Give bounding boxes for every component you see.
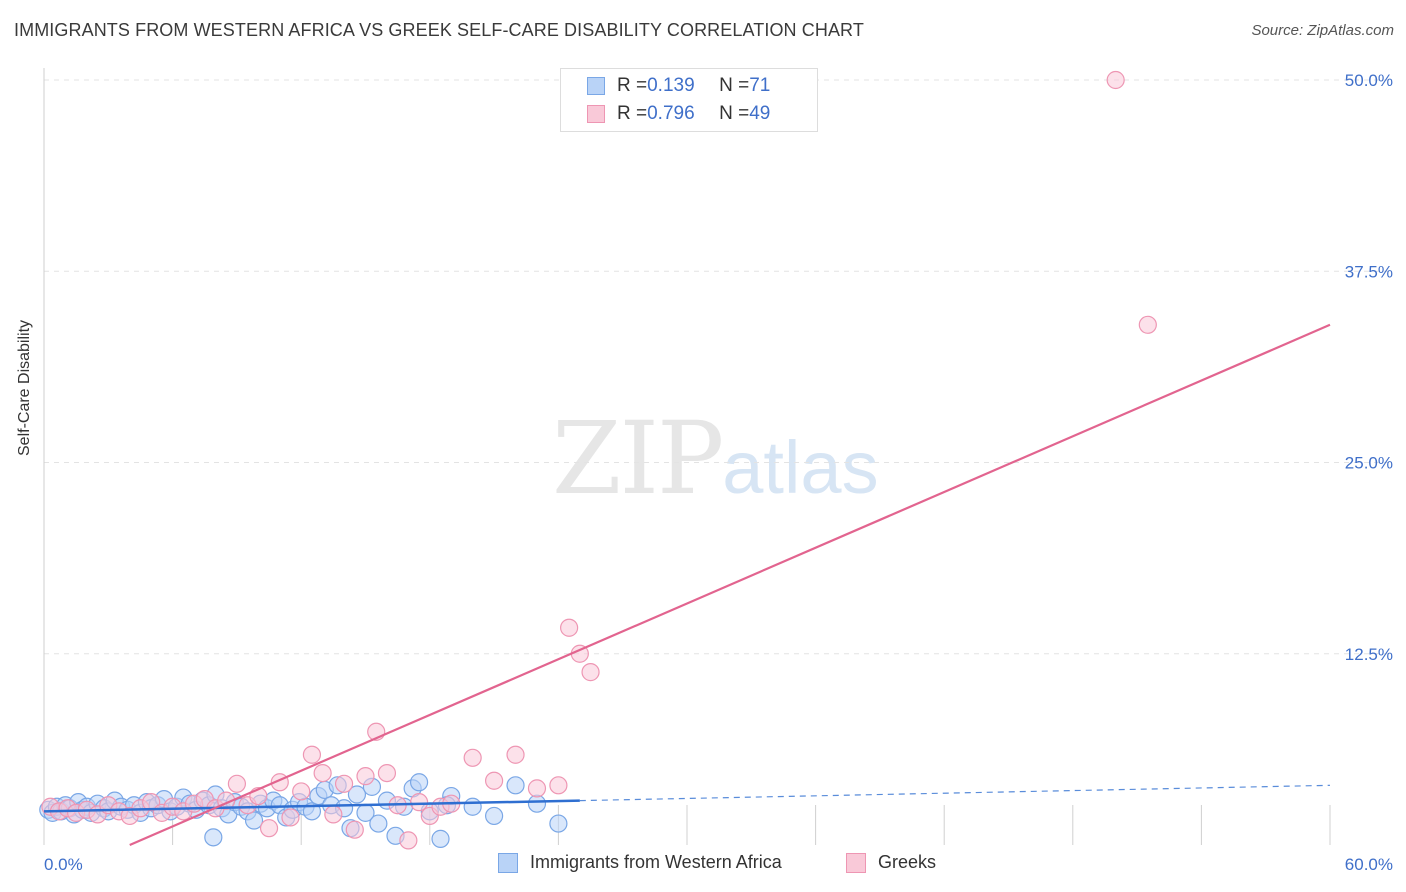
greeks-point	[485, 771, 504, 790]
greeks-point	[527, 779, 547, 798]
greeks-point	[292, 782, 311, 801]
western-africa-point	[527, 794, 547, 813]
legend-swatch-greeks	[587, 105, 605, 123]
western-africa-point	[431, 829, 450, 848]
r-key: R =	[617, 75, 648, 96]
greeks-point	[463, 748, 482, 767]
legend-swatch	[498, 852, 518, 873]
western-africa-point	[369, 814, 388, 833]
greeks-point	[142, 793, 161, 812]
western-africa-trendline-extension	[579, 784, 1331, 802]
western-africa-point	[409, 773, 429, 792]
legend-row-western-africa: R = 0.139 N = 71	[587, 73, 770, 99]
greeks-point	[302, 745, 322, 764]
legend-item-western-africa[interactable]: Immigrants from Western Africa	[498, 852, 782, 873]
r-value: 0.139	[647, 75, 695, 96]
n-key: N =	[719, 103, 750, 124]
series-legend: Immigrants from Western Africa Greeks	[0, 852, 1406, 878]
n-key: N =	[719, 75, 750, 96]
greeks-point	[227, 774, 246, 793]
greeks-point	[313, 763, 332, 783]
greeks-point	[409, 793, 429, 812]
western-africa-point	[549, 814, 568, 833]
y-tick-label: 50.0%	[1345, 71, 1393, 90]
legend-item-greeks[interactable]: Greeks	[846, 852, 936, 873]
r-value: 0.796	[647, 103, 695, 124]
x-tick-label: 0.0%	[44, 855, 83, 874]
y-axis-label: Self-Care Disability	[16, 319, 33, 456]
western-africa-point	[485, 806, 504, 826]
western-africa-point	[463, 797, 482, 816]
watermark: ZIPatlas	[552, 400, 879, 517]
greeks-point	[356, 767, 375, 786]
greeks-point	[549, 776, 568, 795]
correlation-legend: R = 0.139 N = 71 R = 0.796 N = 49	[560, 68, 818, 132]
source-label: Source: ZipAtlas.com	[1251, 22, 1394, 39]
greeks-point	[345, 820, 364, 839]
greeks-point	[506, 745, 525, 764]
greeks-point	[1138, 315, 1157, 334]
greeks-point	[399, 831, 418, 850]
greeks-point	[377, 763, 397, 783]
y-tick-label: 25.0%	[1345, 454, 1393, 473]
western-africa-point	[506, 776, 525, 795]
y-tick-label: 12.5%	[1345, 645, 1393, 664]
n-value: 71	[749, 75, 771, 96]
greeks-point	[324, 805, 343, 824]
n-value: 49	[749, 103, 771, 124]
chart-title: IMMIGRANTS FROM WESTERN AFRICA VS GREEK …	[14, 20, 864, 40]
legend-swatch-western-africa	[587, 77, 605, 95]
western-africa-point	[204, 828, 223, 847]
greeks-point	[281, 808, 300, 827]
western-africa-point	[244, 811, 264, 830]
greeks-point	[560, 618, 579, 637]
x-tick-label: 60.0%	[1345, 855, 1393, 874]
y-tick-label: 37.5%	[1345, 262, 1393, 281]
legend-label: Immigrants from Western Africa	[530, 852, 782, 872]
legend-swatch	[846, 852, 866, 873]
greeks-point	[259, 819, 279, 838]
watermark-atlas: atlas	[722, 426, 879, 509]
western-africa-trendline	[43, 799, 580, 813]
greeks-point	[334, 774, 354, 793]
legend-row-greeks: R = 0.796 N = 49	[587, 101, 770, 127]
watermark-zip: ZIP	[552, 400, 724, 517]
western-africa-point	[347, 785, 367, 804]
r-key: R =	[617, 103, 648, 124]
greeks-point	[581, 663, 600, 682]
greeks-trendline	[129, 323, 1331, 847]
greeks-point	[1106, 70, 1125, 90]
legend-label: Greeks	[878, 852, 937, 872]
